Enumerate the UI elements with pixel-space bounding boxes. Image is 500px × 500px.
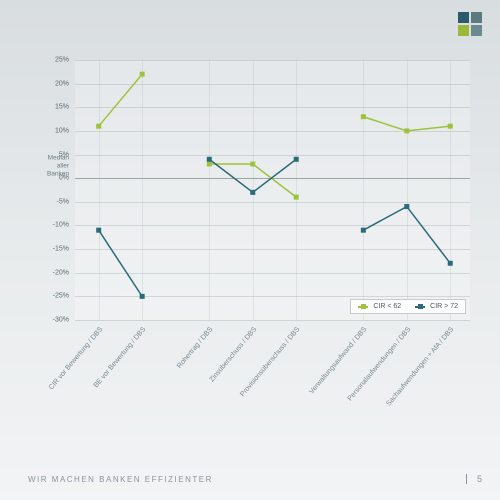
page-footer: WIR MACHEN BANKEN EFFIZIENTER 5	[28, 474, 482, 484]
y-tick-label: -10%	[53, 222, 69, 229]
y-tick-label: 10%	[55, 127, 69, 134]
legend-item: CIR > 72	[415, 303, 458, 310]
x-axis-label: BE vor Bewertung / DBS	[93, 326, 148, 389]
brand-logo	[458, 12, 482, 36]
y-tick-label: -15%	[53, 246, 69, 253]
cir-comparison-chart: 25%20%15%10%5%0%-5%-10%-15%-20%-25%-30%M…	[75, 60, 470, 360]
y-tick-label: -5%	[57, 198, 69, 205]
x-axis-label: Rohertrag / DBS	[176, 326, 214, 370]
y-tick-label: -20%	[53, 269, 69, 276]
median-label: Medianaller Banken	[47, 155, 69, 178]
x-axis-label: Zinsüberschuss / DBS	[208, 326, 258, 384]
footer-tagline: WIR MACHEN BANKEN EFFIZIENTER	[28, 475, 213, 484]
legend-item: CIR < 62	[358, 303, 401, 310]
y-tick-label: -25%	[53, 293, 69, 300]
chart-legend: CIR < 62 CIR > 72	[350, 299, 466, 314]
y-tick-label: 15%	[55, 104, 69, 111]
y-tick-label: -30%	[53, 317, 69, 324]
page-number: 5	[466, 474, 482, 484]
y-tick-label: 20%	[55, 80, 69, 87]
y-tick-label: 25%	[55, 57, 69, 64]
